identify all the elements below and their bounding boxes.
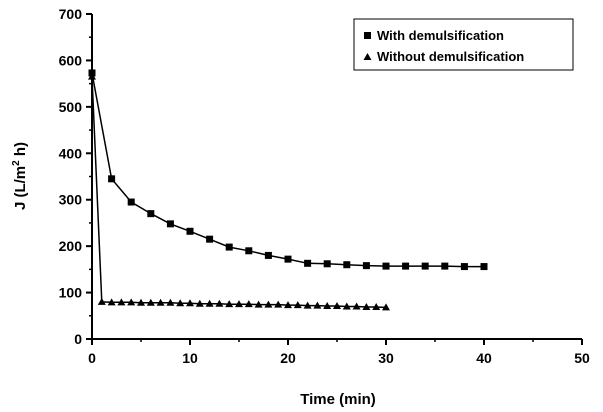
data-point-triangle bbox=[215, 299, 224, 307]
legend: With demulsification Without demulsifica… bbox=[353, 18, 574, 71]
data-point-square bbox=[147, 210, 155, 218]
y-axis-title-prefix: J (L/m bbox=[12, 166, 29, 210]
y-tick-label: 300 bbox=[59, 192, 83, 208]
legend-label-with-demulsification: With demulsification bbox=[377, 28, 504, 43]
data-point-square bbox=[264, 251, 272, 259]
y-tick-label: 400 bbox=[59, 145, 83, 161]
x-tick-label: 40 bbox=[476, 350, 492, 366]
data-point-triangle bbox=[352, 302, 361, 310]
data-point-triangle bbox=[284, 301, 292, 309]
y-axis: 0 100 200 300 400 500 600 700 bbox=[59, 6, 92, 347]
data-point-triangle bbox=[117, 298, 126, 306]
legend-marker-square bbox=[364, 32, 371, 39]
data-point-triangle bbox=[244, 300, 253, 308]
y-tick-label: 0 bbox=[74, 331, 82, 347]
data-point-triangle bbox=[333, 302, 341, 310]
data-point-square bbox=[225, 243, 233, 251]
data-point-square bbox=[362, 262, 370, 270]
data-point-triangle bbox=[274, 300, 283, 308]
y-tick-label: 600 bbox=[59, 52, 83, 68]
series-line bbox=[91, 72, 484, 268]
data-point-triangle bbox=[88, 72, 96, 80]
data-point-triangle bbox=[107, 298, 116, 306]
series-layer bbox=[88, 69, 488, 311]
data-point-triangle bbox=[254, 300, 263, 308]
series-1 bbox=[88, 69, 488, 271]
data-point-triangle bbox=[97, 297, 106, 305]
data-point-triangle bbox=[225, 300, 234, 308]
data-point-square bbox=[127, 198, 135, 206]
y-tick-label: 100 bbox=[59, 285, 83, 301]
data-point-square bbox=[460, 263, 468, 271]
x-axis: 0 10 20 30 40 50 bbox=[88, 339, 590, 366]
legend-label-without-demulsification: Without demulsification bbox=[377, 49, 524, 64]
data-point-square bbox=[206, 235, 214, 243]
y-axis-title-sup: 2 bbox=[11, 160, 22, 166]
data-point-triangle bbox=[293, 301, 302, 309]
data-point-triangle bbox=[382, 303, 390, 311]
y-tick-label: 200 bbox=[59, 238, 83, 254]
y-tick-label: 700 bbox=[59, 6, 83, 22]
data-point-square bbox=[108, 175, 116, 183]
data-point-triangle bbox=[362, 302, 371, 310]
data-point-square bbox=[480, 263, 488, 271]
data-point-triangle bbox=[303, 301, 312, 309]
y-tick-label: 500 bbox=[59, 99, 83, 115]
y-axis-title: J (L/m2 h) bbox=[11, 142, 29, 210]
data-point-triangle bbox=[313, 301, 322, 309]
series-line bbox=[91, 76, 387, 309]
x-tick-label: 50 bbox=[574, 350, 590, 366]
data-point-square bbox=[441, 262, 449, 270]
data-point-square bbox=[284, 255, 292, 263]
x-tick-label: 10 bbox=[182, 350, 198, 366]
data-point-square bbox=[186, 227, 194, 235]
data-point-triangle bbox=[205, 299, 214, 307]
data-point-square bbox=[382, 262, 390, 270]
data-point-square bbox=[323, 260, 331, 268]
data-point-square bbox=[166, 220, 174, 228]
data-point-square bbox=[304, 259, 312, 267]
data-point-triangle bbox=[127, 298, 136, 306]
data-point-triangle bbox=[156, 298, 165, 306]
data-point-triangle bbox=[323, 302, 332, 310]
data-point-triangle bbox=[264, 300, 273, 308]
data-point-triangle bbox=[372, 302, 381, 310]
data-point-triangle bbox=[342, 302, 351, 310]
legend-marker-triangle bbox=[363, 53, 372, 60]
data-point-triangle bbox=[137, 298, 145, 306]
legend-box bbox=[353, 18, 574, 71]
data-point-square bbox=[245, 247, 253, 255]
series-2 bbox=[88, 72, 390, 311]
data-point-square bbox=[343, 261, 351, 269]
data-point-square bbox=[402, 262, 410, 270]
x-tick-label: 0 bbox=[88, 350, 96, 366]
x-tick-label: 20 bbox=[280, 350, 296, 366]
data-point-triangle bbox=[186, 299, 194, 307]
data-point-triangle bbox=[195, 299, 204, 307]
x-axis-title: Time (min) bbox=[300, 391, 376, 408]
data-point-triangle bbox=[166, 298, 175, 306]
data-point-triangle bbox=[235, 300, 243, 308]
data-point-triangle bbox=[176, 299, 185, 307]
data-point-square bbox=[421, 262, 429, 270]
y-axis-title-suffix: h) bbox=[12, 142, 29, 160]
data-point-triangle bbox=[146, 298, 155, 306]
x-tick-label: 30 bbox=[378, 350, 394, 366]
